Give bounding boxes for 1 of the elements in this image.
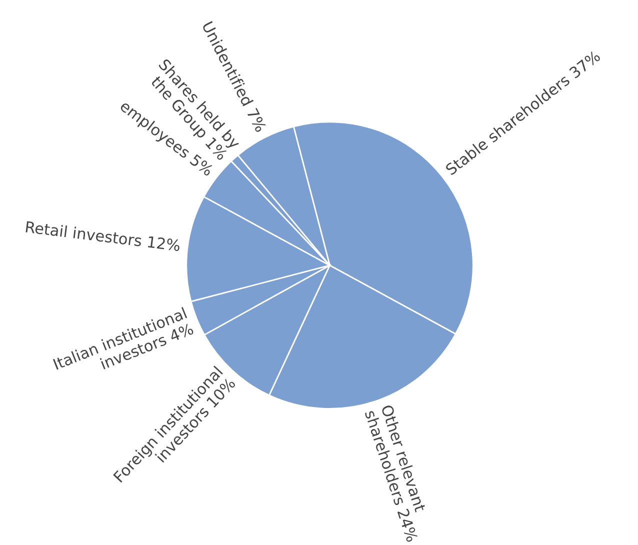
slice-label: Retail investors 12% [26,220,180,252]
